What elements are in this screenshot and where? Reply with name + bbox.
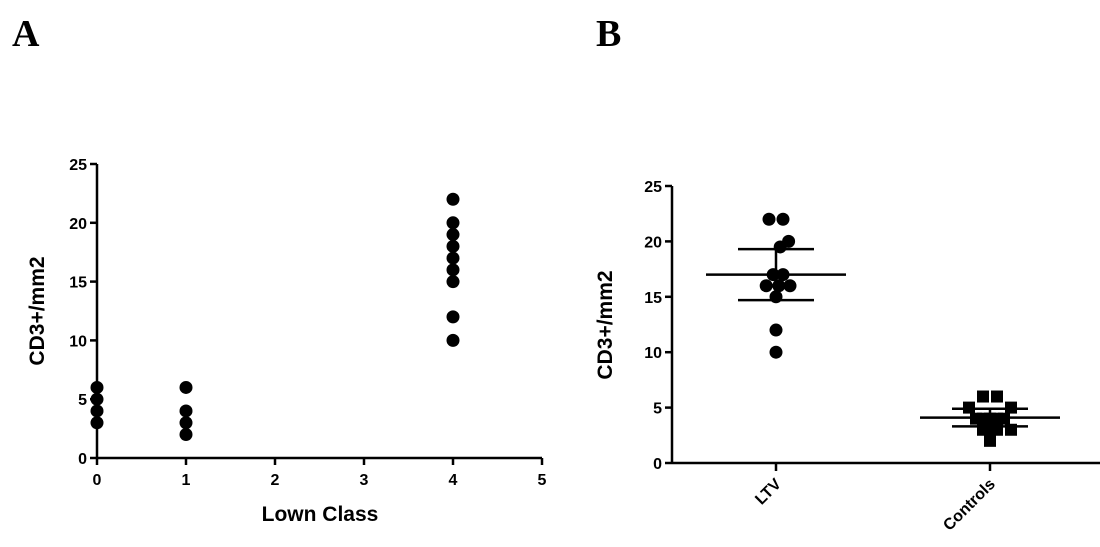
- panel-b-x-ticks: LTV Controls: [752, 463, 999, 534]
- panel-b-mean-sd-bars: [706, 247, 1060, 428]
- panel-letter-b: B: [596, 13, 621, 55]
- data-point: [90, 380, 104, 394]
- panel-a-y-ticks: 0 5 10 15 20 25: [69, 157, 97, 468]
- data-point: [446, 251, 460, 265]
- data-point: [446, 310, 460, 324]
- panel-b-y-axis-title: CD3+/mm2: [594, 270, 617, 379]
- data-point: [446, 275, 460, 289]
- y-tick-label: 5: [78, 392, 87, 409]
- y-tick-label: 15: [69, 275, 87, 292]
- panel-letter-a: A: [12, 13, 40, 55]
- data-point: [179, 380, 193, 394]
- y-tick-label: 10: [69, 333, 87, 350]
- panel-a-chart: 0 5 10 15 20 25 0 1 2 3 4 5 Lown Class CD3+/mm2: [26, 157, 547, 526]
- data-point: [783, 279, 797, 293]
- panel-b-y-ticks: 0 5 10 15 20 25: [644, 179, 672, 473]
- panel-a-x-axis-title: Lown Class: [262, 503, 379, 526]
- data-point: [446, 216, 460, 230]
- data-point: [446, 192, 460, 206]
- data-point: [446, 239, 460, 253]
- y-tick-label: 25: [644, 179, 662, 196]
- data-point: [977, 390, 989, 403]
- y-tick-label: 20: [69, 216, 87, 233]
- x-tick-label: 2: [271, 472, 280, 489]
- data-point: [179, 416, 193, 430]
- data-point: [991, 390, 1003, 403]
- data-point: [90, 416, 104, 430]
- x-tick-label: 1: [182, 472, 191, 489]
- y-tick-label: 20: [644, 234, 662, 251]
- data-point: [772, 279, 786, 293]
- y-tick-label: 0: [653, 456, 662, 473]
- x-tick-label: 5: [538, 472, 547, 489]
- data-point: [759, 279, 773, 293]
- y-tick-label: 10: [644, 345, 662, 362]
- panel-a-points: [90, 192, 460, 441]
- panel-a-x-ticks: 0 1 2 3 4 5: [93, 458, 547, 489]
- data-point: [90, 404, 104, 418]
- y-tick-label: 25: [69, 157, 87, 174]
- data-point: [446, 263, 460, 277]
- x-tick-label: 3: [360, 472, 369, 489]
- data-point: [984, 434, 996, 447]
- data-point: [769, 345, 783, 359]
- data-point: [446, 228, 460, 242]
- y-tick-label: 5: [653, 401, 662, 418]
- category-label-controls: Controls: [940, 476, 999, 535]
- panel-a-y-axis-title: CD3+/mm2: [26, 256, 49, 365]
- y-tick-label: 0: [78, 451, 87, 468]
- data-point: [90, 392, 104, 406]
- panel-b-chart: 0 5 10 15 20 25 LTV Controls CD3+/mm2: [594, 179, 1100, 534]
- data-point: [776, 212, 790, 226]
- x-tick-label: 4: [449, 472, 458, 489]
- data-point: [762, 212, 776, 226]
- x-tick-label: 0: [93, 472, 102, 489]
- data-point: [446, 333, 460, 347]
- data-point: [179, 404, 193, 418]
- category-label-ltv: LTV: [752, 476, 785, 509]
- panel-b-points: [759, 212, 1017, 447]
- data-point: [769, 323, 783, 337]
- y-tick-label: 15: [644, 290, 662, 307]
- data-point: [179, 427, 193, 441]
